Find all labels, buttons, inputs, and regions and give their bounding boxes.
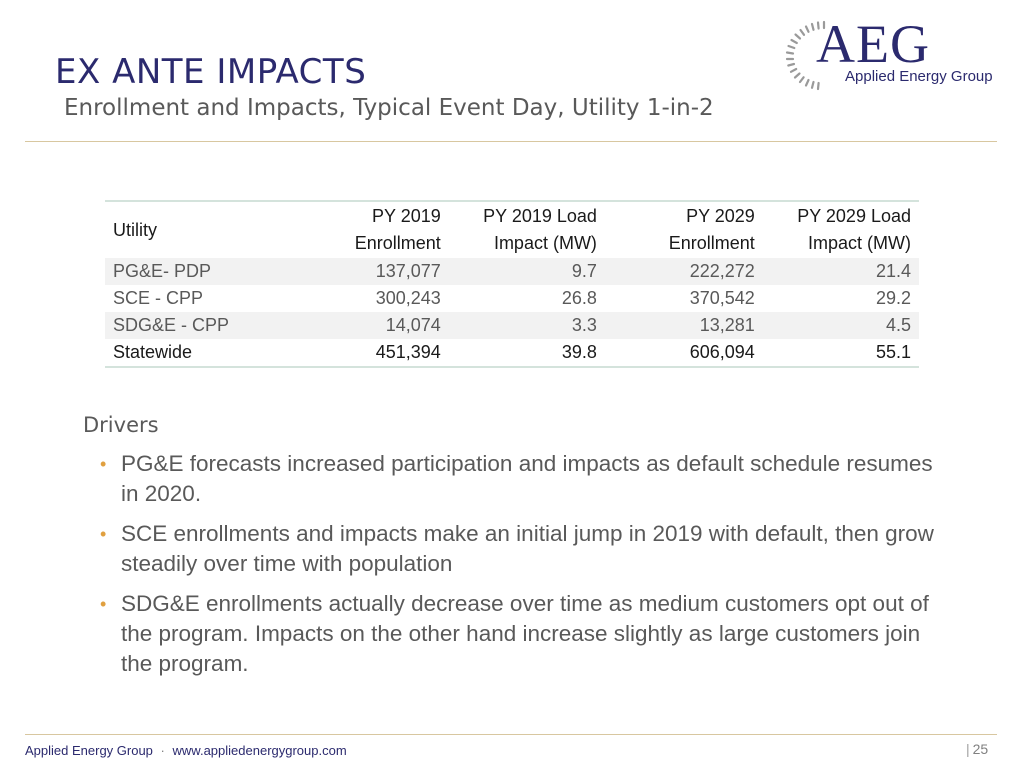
aeg-logo: AEG Applied Energy Group — [770, 14, 1020, 94]
value-cell: 300,243 — [375, 288, 441, 308]
enrollment-impacts-table: Utility PY 2019 Enrollment PY 2019 Load … — [105, 200, 919, 368]
value-cell: 9.7 — [571, 261, 597, 281]
value-cell: 13,281 — [699, 315, 755, 335]
slide-title: EX ANTE IMPACTS — [55, 52, 367, 92]
value-cell: 222,272 — [689, 261, 755, 281]
driver-text: PG&E forecasts increased participation a… — [121, 451, 933, 506]
list-item: • PG&E forecasts increased participation… — [100, 449, 950, 509]
page-number-divider: | — [966, 741, 970, 757]
table-row: SDG&E - CPP 14,074 3.3 13,281 4.5 — [105, 312, 919, 339]
footer-company: Applied Energy Group — [25, 743, 153, 758]
bullet-icon: • — [100, 524, 107, 544]
value-cell: 29.2 — [875, 288, 911, 308]
column-header-py2019-enrollment: PY 2019 Enrollment — [354, 206, 441, 253]
driver-text: SCE enrollments and impacts make an init… — [121, 521, 934, 576]
value-cell: 451,394 — [375, 342, 441, 362]
value-cell: 606,094 — [689, 342, 755, 362]
logo-company-name: Applied Energy Group — [845, 68, 993, 85]
utility-cell: PG&E- PDP — [113, 261, 212, 281]
value-cell: 137,077 — [375, 261, 441, 281]
utility-cell: SCE - CPP — [113, 288, 204, 308]
table-row: SCE - CPP 300,243 26.8 370,542 29.2 — [105, 285, 919, 312]
utility-cell: Statewide — [113, 342, 193, 362]
value-cell: 14,074 — [385, 315, 441, 335]
page-number-value: 25 — [972, 741, 989, 757]
table-row: PG&E- PDP 137,077 9.7 222,272 21.4 — [105, 258, 919, 285]
list-item: • SDG&E enrollments actually decrease ov… — [100, 589, 950, 679]
footer: Applied Energy Group · www.appliedenergy… — [25, 743, 347, 758]
column-header-py2019-load-impact: PY 2019 Load Impact (MW) — [483, 206, 597, 253]
table-total-row: Statewide 451,394 39.8 606,094 55.1 — [105, 339, 919, 367]
value-cell: 26.8 — [561, 288, 597, 308]
logo-wordmark: AEG — [816, 14, 930, 74]
slide-subtitle: Enrollment and Impacts, Typical Event Da… — [64, 95, 714, 121]
value-cell: 3.3 — [571, 315, 597, 335]
value-cell: 4.5 — [885, 315, 911, 335]
column-header-py2029-enrollment: PY 2029 Enrollment — [668, 206, 755, 253]
table-header-row: Utility PY 2019 Enrollment PY 2019 Load … — [105, 201, 919, 258]
logo-arc-icon — [785, 20, 826, 91]
header-divider — [25, 141, 997, 142]
value-cell: 21.4 — [875, 261, 911, 281]
bullet-icon: • — [100, 454, 107, 474]
value-cell: 55.1 — [875, 342, 911, 362]
column-header-utility: Utility — [113, 219, 157, 240]
bullet-icon: • — [100, 594, 107, 614]
footer-website-link[interactable]: www.appliedenergygroup.com — [172, 743, 347, 758]
driver-text: SDG&E enrollments actually decrease over… — [121, 591, 929, 676]
utility-cell: SDG&E - CPP — [113, 315, 230, 335]
footer-divider — [25, 734, 997, 735]
footer-separator: · — [160, 743, 165, 758]
page-number: | 25 — [966, 741, 988, 757]
drivers-heading: Drivers — [83, 413, 159, 437]
value-cell: 370,542 — [689, 288, 755, 308]
drivers-list: • PG&E forecasts increased participation… — [100, 449, 950, 689]
column-header-py2029-load-impact: PY 2029 Load Impact (MW) — [797, 206, 911, 253]
list-item: • SCE enrollments and impacts make an in… — [100, 519, 950, 579]
value-cell: 39.8 — [561, 342, 597, 362]
